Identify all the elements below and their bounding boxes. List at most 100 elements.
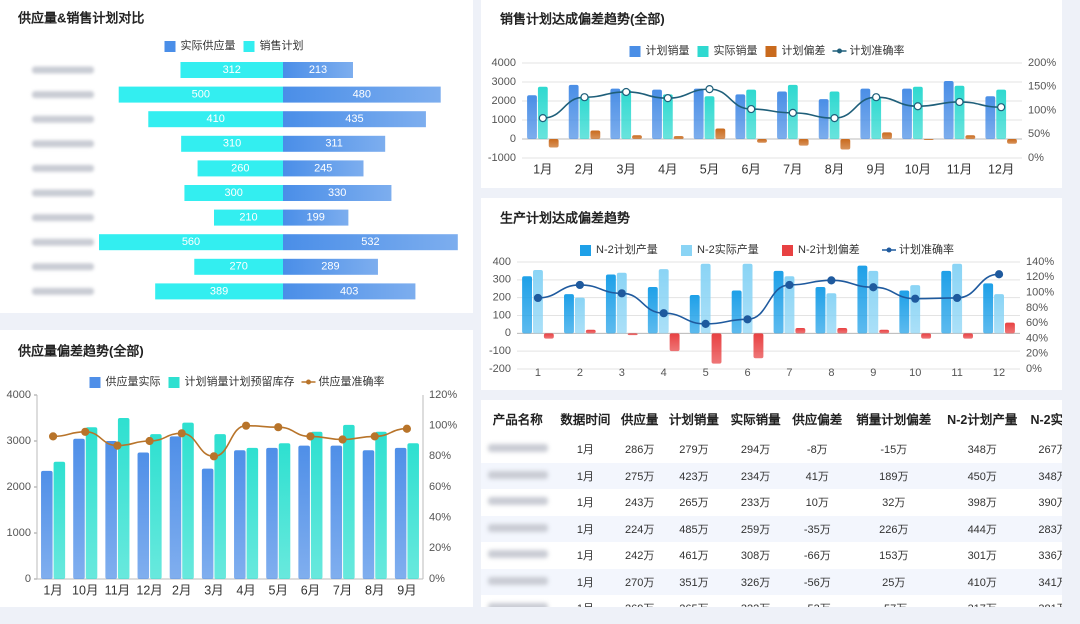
legend-label: 供应量实际: [106, 374, 161, 388]
y2-tick-label: 150%: [1028, 81, 1056, 93]
bar: [214, 434, 226, 579]
table-cell: 322万: [725, 595, 787, 607]
line-point: [538, 113, 547, 123]
header-cell: 销量计划偏差: [856, 412, 932, 427]
x-tick-label: 10: [909, 367, 921, 379]
legend-label: 供应量准确率: [319, 374, 385, 388]
bar: [283, 111, 426, 128]
line-point: [48, 432, 58, 441]
x-tick-label: 10月: [905, 162, 931, 176]
table-cell: 1月: [555, 595, 617, 607]
x-tick-label: 7: [786, 367, 792, 379]
x-tick-label: 10月: [72, 583, 98, 597]
legend-label: N-2计划产量: [596, 242, 658, 256]
x-tick-label: 7月: [333, 583, 352, 597]
table-cell: 398万: [967, 497, 997, 510]
bar: [548, 139, 559, 148]
bar: [711, 333, 722, 364]
bar: [1007, 139, 1017, 144]
value-label: 310: [223, 138, 241, 150]
table-cell: 294万: [740, 444, 771, 457]
blurred-label: [32, 263, 94, 271]
line-point: [785, 280, 794, 290]
y2-tick-label: 100%: [1028, 104, 1056, 116]
table-cell: 326万: [724, 568, 787, 595]
line-point: [81, 427, 90, 436]
bar: [99, 234, 283, 251]
table-cell: 286万: [624, 444, 655, 457]
bar: [795, 327, 806, 334]
bar: [815, 286, 826, 334]
table-cell: 243万: [624, 497, 655, 510]
header-cell: 数据时间: [560, 412, 611, 427]
table-cell: 301万: [967, 550, 997, 563]
bar: [118, 86, 283, 103]
header-cell: N-2计划产量: [947, 412, 1018, 427]
blurred-cell: [481, 568, 555, 595]
value-label: 213: [309, 64, 327, 76]
bar: [283, 185, 392, 201]
bar: [753, 333, 764, 359]
data-table: 产品名称 数据时间 供应量 计划销量 实际销量 供应偏差 销量计划偏差 N-2计划产量 N-2实…: [481, 400, 1062, 607]
bar: [985, 96, 996, 139]
value-label: 500: [192, 89, 210, 101]
line-point: [663, 94, 672, 103]
table-cell: 275万: [616, 462, 664, 489]
table-cell: 279万: [679, 444, 709, 457]
x-tick-label: 11: [951, 367, 962, 379]
y2-tick-label: 40%: [1026, 332, 1048, 344]
value-label: 330: [328, 187, 346, 199]
bar: [910, 285, 921, 334]
bar: [673, 136, 684, 139]
legend-label: 实际供应量: [181, 38, 236, 52]
line-point: [872, 93, 881, 102]
table-cell: 32万: [882, 497, 906, 510]
value-label: 210: [239, 212, 257, 224]
value-label: 560: [182, 236, 200, 248]
bar: [283, 135, 386, 152]
bar: [742, 263, 753, 334]
bar: [689, 294, 700, 334]
y-tick-label: -100: [489, 345, 511, 357]
line-point: [533, 293, 543, 303]
y2-tick-label: 100%: [429, 420, 457, 432]
blurred-text: [487, 497, 548, 506]
bar: [283, 234, 458, 251]
y-tick-label: 0: [505, 327, 511, 339]
table-cell: 423万: [663, 462, 725, 489]
legend-swatch: [89, 377, 101, 388]
line-point: [241, 421, 251, 430]
bar: [662, 94, 673, 139]
table-cell: 1月: [576, 497, 594, 510]
bar: [621, 89, 632, 139]
bar: [941, 270, 952, 334]
bar: [943, 81, 954, 139]
x-tick-label: 6: [744, 367, 750, 379]
bar: [283, 86, 441, 103]
legend-swatch: [580, 245, 591, 256]
legend-label: 计划偏差: [782, 43, 826, 57]
x-tick-label: 3月: [616, 162, 635, 176]
table-cell: 390万: [1038, 497, 1062, 510]
bar: [150, 434, 162, 579]
line-point: [913, 102, 922, 111]
line-point: [622, 87, 631, 97]
table-cell: 283万: [1025, 515, 1062, 542]
line-point: [177, 429, 186, 438]
bar: [574, 297, 585, 334]
bar: [704, 96, 715, 139]
bar: [283, 160, 364, 177]
x-tick-label: 8: [828, 367, 834, 379]
bar: [375, 431, 387, 579]
bar: [693, 88, 704, 139]
table-cell: 381万: [1025, 595, 1062, 607]
line-point: [997, 103, 1006, 112]
bar: [169, 436, 182, 579]
bar: [857, 265, 868, 334]
line-point: [830, 113, 839, 123]
bar: [902, 88, 912, 139]
y-tick-label: 2000: [492, 95, 516, 107]
bar: [715, 128, 726, 139]
x-tick-label: 9: [870, 367, 876, 379]
